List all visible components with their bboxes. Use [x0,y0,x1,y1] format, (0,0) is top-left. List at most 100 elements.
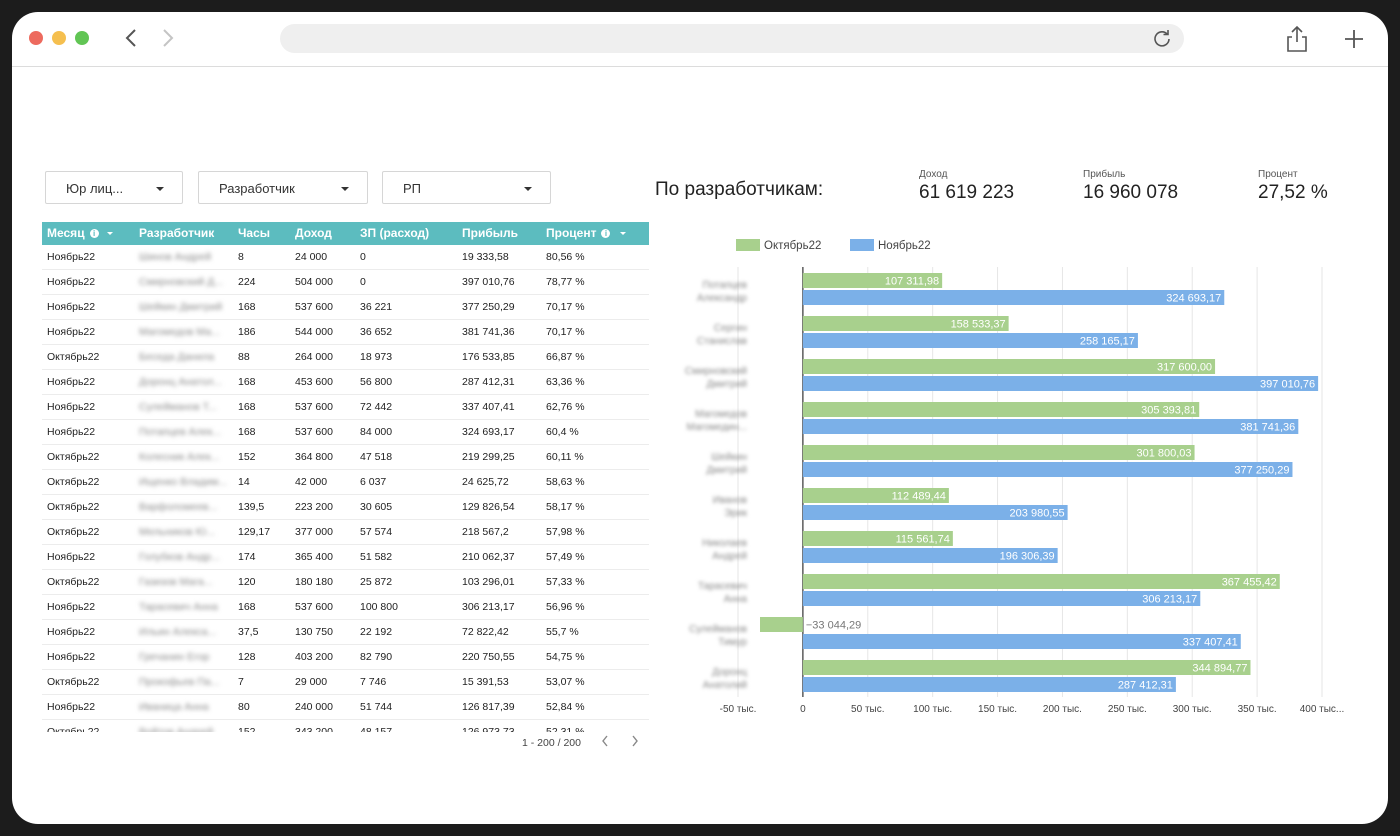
column-header-salary[interactable]: ЗП (расход) [360,226,430,240]
data-label: 305 393,81 [1141,405,1196,417]
table-row[interactable]: Октябрь22 Газизов Мага... 120 180 180 25 872… [42,570,649,595]
table-row[interactable]: Октябрь22 Войтов Андрей 152 343 200 48 157 12… [42,720,649,732]
cell-percent: 62,76 % [546,401,585,413]
minimize-window-dot[interactable] [52,31,66,45]
cell-percent: 57,49 % [546,551,585,563]
table-row[interactable]: Октябрь22 Ищенко Владим... 14 42 000 6 037 24… [42,470,649,495]
cell-percent: 58,63 % [546,476,585,488]
table-row[interactable]: Ноябрь22 Шинов Андрей 8 24 000 0 19 333,58 80,… [42,245,649,270]
cell-income: 504 000 [295,276,333,288]
plus-icon [1345,30,1363,48]
table-row[interactable]: Октябрь22 Беседа Данила 88 264 000 18 973 176… [42,345,649,370]
address-bar[interactable] [280,24,1184,53]
cell-developer: Тарасевич Анна [139,601,218,613]
cell-profit: 126 817,39 [462,701,515,713]
cell-profit: 210 062,37 [462,551,515,563]
column-header-month[interactable]: Месяц i [42,222,134,245]
cell-hours: 168 [238,376,256,388]
cell-hours: 37,5 [238,626,259,638]
info-icon[interactable]: i [601,229,611,239]
category-label: Сергин Станислав [697,323,747,347]
table-row[interactable]: Октябрь22 Колесник Алек... 152 364 800 47 51… [42,445,649,470]
caret-down-icon [524,187,532,191]
reload-icon[interactable] [1152,28,1172,48]
forward-button[interactable] [157,25,179,51]
table-row[interactable]: Ноябрь22 Потапцев Алек... 168 537 600 84 000… [42,420,649,445]
pm-filter[interactable]: РП [382,171,551,204]
share-button[interactable] [1282,24,1312,54]
info-icon[interactable]: i [89,229,99,239]
cell-salary: 36 652 [360,326,393,338]
cell-profit: 218 567,2 [462,526,509,538]
cell-profit: 19 333,58 [462,251,509,263]
caret-down-icon [341,187,349,191]
chevron-right-icon [632,735,638,747]
cell-developer: Гречанин Егор [139,651,210,663]
cell-hours: 174 [238,551,256,563]
data-label: 397 010,76 [1260,379,1315,391]
cell-profit: 337 407,41 [462,401,515,413]
column-header-profit[interactable]: Прибыль [462,226,518,240]
table-row[interactable]: Ноябрь22 Доронц Анатол... 168 453 600 56 800… [42,370,649,395]
developer-filter[interactable]: Разработчик [198,171,368,204]
cell-month: Октябрь22 [47,526,100,538]
table-row[interactable]: Ноябрь22 Голубков Андр... 174 365 400 51 582… [42,545,649,570]
sort-caret-icon[interactable] [106,232,113,236]
data-label: 258 165,17 [1080,336,1135,348]
cell-percent: 57,98 % [546,526,585,538]
data-label: 287 412,31 [1118,680,1173,692]
x-tick-label: 150 тыс. [978,704,1017,715]
data-label: 158 533,37 [951,319,1006,331]
x-tick-label: -50 тыс. [720,704,757,715]
table-row[interactable]: Ноябрь22 Смирновский Д... 224 504 000 0 397 0… [42,270,649,295]
cell-percent: 58,17 % [546,501,585,513]
cell-developer: Шинов Андрей [139,251,212,263]
cell-developer: Смирновский Д... [139,276,223,288]
cell-salary: 7 746 [360,676,387,688]
back-button[interactable] [120,25,142,51]
table-row[interactable]: Ноябрь22 Сулейманов Т... 168 537 600 72 442 3… [42,395,649,420]
cell-percent: 80,56 % [546,251,585,263]
sort-caret-icon[interactable] [620,232,627,236]
x-tick-label: 300 тыс. [1173,704,1212,715]
next-page-button[interactable] [627,732,643,750]
prev-page-button[interactable] [597,732,613,750]
column-header-developer[interactable]: Разработчик [139,226,215,240]
cell-income: 537 600 [295,426,333,438]
cell-percent: 54,75 % [546,651,585,663]
table-row[interactable]: Октябрь22 Варфоломеев... 139,5 223 200 30 60… [42,495,649,520]
cell-income: 377 000 [295,526,333,538]
legal-entity-filter[interactable]: Юр лиц... [45,171,183,204]
table-row[interactable]: Ноябрь22 Гречанин Егор 128 403 200 82 790 220… [42,645,649,670]
table-row[interactable]: Ноябрь22 Иваница Анна 80 240 000 51 744 126 8… [42,695,649,720]
table-row[interactable]: Октябрь22 Мельников Ю... 129,17 377 000 57 5… [42,520,649,545]
new-tab-button[interactable] [1339,24,1369,54]
bar-november [802,591,1201,606]
cell-salary: 18 973 [360,351,393,363]
data-label: 112 489,44 [892,491,946,503]
table-row[interactable]: Ноябрь22 Магомедов Ма... 186 544 000 36 652 3… [42,320,649,345]
cell-profit: 219 299,25 [462,451,515,463]
table-row[interactable]: Ноябрь22 Тарасевич Анна 168 537 600 100 800 3… [42,595,649,620]
table-body: Ноябрь22 Шинов Андрей 8 24 000 0 19 333,58 80,… [42,245,649,732]
cell-developer: Магомедов Ма... [139,326,220,338]
cell-month: Октябрь22 [47,501,100,513]
cell-developer: Голубков Андр... [139,551,220,563]
cell-income: 223 200 [295,501,333,513]
table-row[interactable]: Ноябрь22 Шейкин Дмитрий 168 537 600 36 221 37… [42,295,649,320]
cell-salary: 82 790 [360,651,393,663]
column-header-percent[interactable]: Процент i [541,222,649,245]
close-window-dot[interactable] [29,31,43,45]
cell-profit: 377 250,29 [462,301,515,313]
zoom-window-dot[interactable] [75,31,89,45]
cell-percent: 55,7 % [546,626,579,638]
table-row[interactable]: Ноябрь22 Ильин Алекса... 37,5 130 750 22 192… [42,620,649,645]
column-header-income[interactable]: Доход [295,226,332,240]
cell-developer: Мельников Ю... [139,526,216,538]
table-row[interactable]: Октябрь22 Прокофьев Па... 7 29 000 7 746 15 3… [42,670,649,695]
cell-developer: Сулейманов Т... [139,401,217,413]
column-header-hours[interactable]: Часы [238,226,271,240]
cell-income: 343 200 [295,726,333,732]
cell-percent: 56,96 % [546,601,585,613]
browser-window: Юр лиц... Разработчик РП Месяц i Разработ… [12,12,1388,824]
